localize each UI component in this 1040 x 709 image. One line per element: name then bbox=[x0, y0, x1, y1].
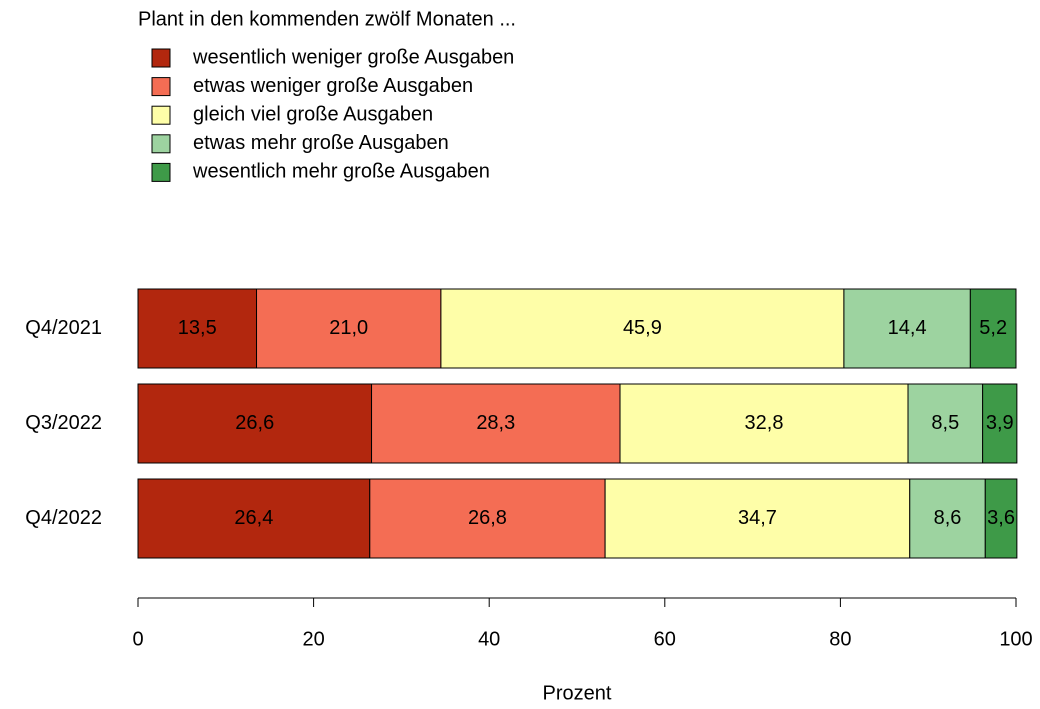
bar-segment bbox=[907, 383, 984, 464]
data-label: 34,7 bbox=[738, 507, 777, 529]
data-label: 8,6 bbox=[934, 507, 962, 529]
legend-label: gleich viel große Ausgaben bbox=[193, 103, 433, 125]
data-label: 14,4 bbox=[888, 317, 927, 339]
bar-segment bbox=[604, 478, 911, 559]
data-label: 26,4 bbox=[234, 507, 273, 529]
data-label: 3,6 bbox=[987, 507, 1015, 529]
data-label: 28,3 bbox=[476, 412, 515, 434]
y-tick-label: Q3/2022 bbox=[25, 412, 102, 434]
x-tick-label: 80 bbox=[829, 628, 851, 650]
bar-segment bbox=[619, 383, 909, 464]
bar-segment bbox=[984, 478, 1018, 559]
x-axis-label: Prozent bbox=[543, 682, 612, 704]
data-label: 26,8 bbox=[468, 507, 507, 529]
bar-segment bbox=[440, 288, 845, 369]
legend-label: wesentlich weniger große Ausgaben bbox=[192, 46, 514, 68]
y-tick-label: Q4/2022 bbox=[25, 507, 102, 529]
data-label: 21,0 bbox=[329, 317, 368, 339]
x-tick-label: 0 bbox=[132, 628, 143, 650]
legend-label: etwas weniger große Ausgaben bbox=[193, 75, 473, 97]
data-label: 13,5 bbox=[178, 317, 217, 339]
bar-segment bbox=[909, 478, 986, 559]
bar-segment bbox=[137, 288, 258, 369]
bar-segment bbox=[137, 478, 371, 559]
bar-segment bbox=[137, 383, 373, 464]
y-tick-label: Q4/2021 bbox=[25, 317, 102, 339]
data-label: 26,6 bbox=[235, 412, 274, 434]
x-tick-label: 20 bbox=[302, 628, 324, 650]
legend-swatch bbox=[151, 48, 171, 68]
legend-swatch bbox=[151, 77, 171, 97]
x-tick-label: 60 bbox=[654, 628, 676, 650]
bar-segment bbox=[843, 288, 971, 369]
bar-segment bbox=[256, 288, 442, 369]
bar-segment bbox=[369, 478, 606, 559]
legend-title: Plant in den kommenden zwölf Monaten ... bbox=[138, 8, 516, 30]
bar-segment bbox=[982, 383, 1018, 464]
data-label: 32,8 bbox=[745, 412, 784, 434]
data-label: 5,2 bbox=[979, 317, 1007, 339]
x-tick-label: 100 bbox=[999, 628, 1032, 650]
legend-swatch bbox=[151, 134, 171, 154]
legend-swatch bbox=[151, 105, 171, 125]
legend-label: etwas mehr große Ausgaben bbox=[193, 132, 449, 154]
legend-label: wesentlich mehr große Ausgaben bbox=[192, 161, 490, 183]
x-tick-label: 40 bbox=[478, 628, 500, 650]
bar-segment bbox=[371, 383, 621, 464]
bar-segment bbox=[969, 288, 1017, 369]
data-label: 3,9 bbox=[986, 412, 1014, 434]
data-label: 45,9 bbox=[623, 317, 662, 339]
data-label: 8,5 bbox=[931, 412, 959, 434]
legend-swatch bbox=[151, 162, 171, 182]
